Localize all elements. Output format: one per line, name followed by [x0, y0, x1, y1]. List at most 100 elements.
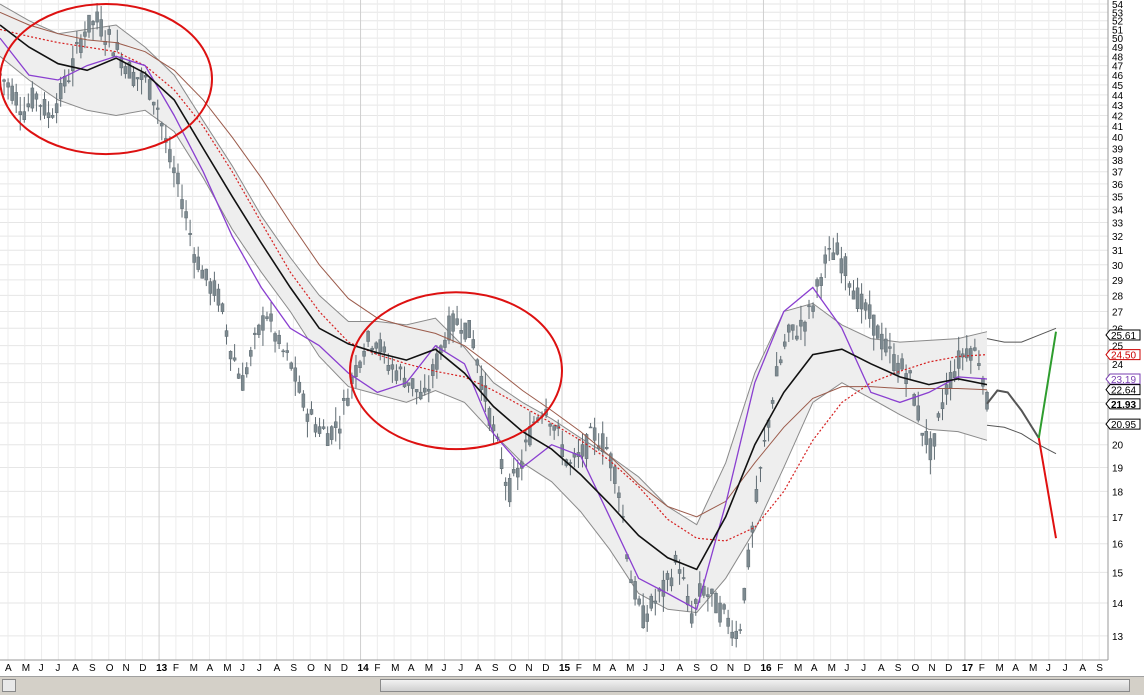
candle-body — [160, 123, 164, 127]
scroll-left-button[interactable] — [2, 679, 16, 692]
candle-body — [738, 629, 742, 631]
x-tick-label: D — [542, 663, 549, 674]
candle-body — [168, 149, 172, 163]
candle-body — [932, 433, 937, 447]
x-tick-label: M — [828, 663, 836, 674]
candle-body — [726, 617, 730, 627]
candle-body — [762, 440, 767, 442]
candle-body — [143, 74, 148, 78]
y-tick-label: 40 — [1112, 133, 1124, 144]
candle-body — [382, 346, 387, 353]
x-tick-label: A — [475, 663, 482, 674]
candle-body — [208, 281, 213, 294]
y-tick-label: 29 — [1112, 276, 1124, 287]
candle-body — [6, 82, 10, 88]
candle-body — [742, 587, 747, 601]
candle-body — [26, 103, 31, 108]
candle-body — [34, 93, 39, 100]
x-tick-label: J — [55, 663, 60, 674]
candle-body — [289, 362, 293, 369]
horizontal-scrollbar[interactable] — [0, 676, 1144, 695]
x-tick-label: A — [1079, 663, 1086, 674]
candle-body — [516, 467, 520, 478]
candle-body — [406, 382, 411, 386]
scrollbar-thumb[interactable] — [380, 679, 1130, 692]
candle-body — [503, 481, 508, 486]
candle-body — [390, 364, 395, 370]
candle-body — [305, 413, 310, 422]
candle-body — [839, 258, 844, 274]
candle-body — [99, 19, 103, 37]
candle-body — [459, 330, 463, 334]
candle-body — [722, 604, 726, 610]
candle-body — [297, 381, 302, 393]
candle-body — [216, 288, 221, 306]
candle-body — [463, 322, 467, 340]
candle-body — [131, 71, 136, 86]
candle-body — [778, 359, 783, 364]
y-tick-label: 46 — [1112, 71, 1124, 82]
x-tick-label: M — [190, 663, 198, 674]
projection-median-path — [986, 389, 1040, 439]
candle-body — [855, 287, 860, 310]
candle-body — [172, 167, 176, 174]
candle-body — [22, 111, 27, 120]
candle-body — [649, 595, 654, 609]
candle-body — [637, 598, 641, 605]
candle-body — [38, 105, 43, 107]
candle-body — [265, 316, 269, 319]
y-tick-label: 50 — [1112, 34, 1124, 45]
x-tick-label: A — [274, 663, 281, 674]
candle-body — [467, 320, 471, 338]
candle-body — [75, 41, 79, 45]
projection-layer — [986, 327, 1057, 539]
candle-body — [491, 424, 496, 432]
x-tick-label: N — [123, 663, 130, 674]
candle-layer — [0, 3, 989, 648]
x-tick-label: A — [408, 663, 415, 674]
candle-body — [706, 594, 710, 597]
price-label-text: 24.50 — [1111, 351, 1136, 362]
x-tick-label: J — [441, 663, 446, 674]
candle-body — [87, 14, 91, 33]
candle-body — [386, 365, 391, 371]
candle-body — [212, 280, 217, 296]
stock-chart: 1314151617181920212223242526272829303132… — [0, 0, 1141, 674]
y-tick-label: 38 — [1112, 156, 1124, 167]
y-tick-label: 34 — [1112, 205, 1124, 216]
candle-body — [321, 426, 326, 429]
x-tick-label: N — [928, 663, 935, 674]
candle-body — [200, 269, 205, 279]
y-tick-label: 48 — [1112, 52, 1124, 63]
candle-body — [261, 315, 265, 331]
candle-body — [847, 283, 852, 288]
candle-body — [273, 333, 277, 342]
candle-body — [896, 362, 900, 375]
candle-body — [912, 394, 916, 406]
candle-body — [819, 277, 823, 286]
candle-body — [511, 469, 516, 474]
candle-body — [944, 384, 949, 395]
candle-body — [924, 431, 929, 445]
candle-body — [378, 339, 382, 353]
x-tick-label: A — [878, 663, 885, 674]
candle-body — [831, 252, 836, 260]
candle-body — [293, 367, 298, 382]
y-tick-label: 53 — [1112, 8, 1124, 19]
x-tick-label: D — [139, 663, 146, 674]
x-tick-label: F — [979, 663, 985, 674]
candle-body — [892, 354, 896, 371]
candle-body — [791, 324, 795, 331]
projection-lower-band — [986, 424, 1057, 455]
y-tick-label: 37 — [1112, 168, 1124, 179]
candle-body — [524, 439, 528, 443]
candle-body — [2, 79, 6, 82]
candle-body — [83, 31, 87, 37]
x-tick-label: J — [39, 663, 44, 674]
y-tick-label: 33 — [1112, 219, 1124, 230]
candle-body — [617, 492, 621, 498]
x-tick-label: M — [425, 663, 433, 674]
x-tick-label: F — [173, 663, 179, 674]
x-tick-label: J — [240, 663, 245, 674]
x-tick-label: O — [307, 663, 315, 674]
